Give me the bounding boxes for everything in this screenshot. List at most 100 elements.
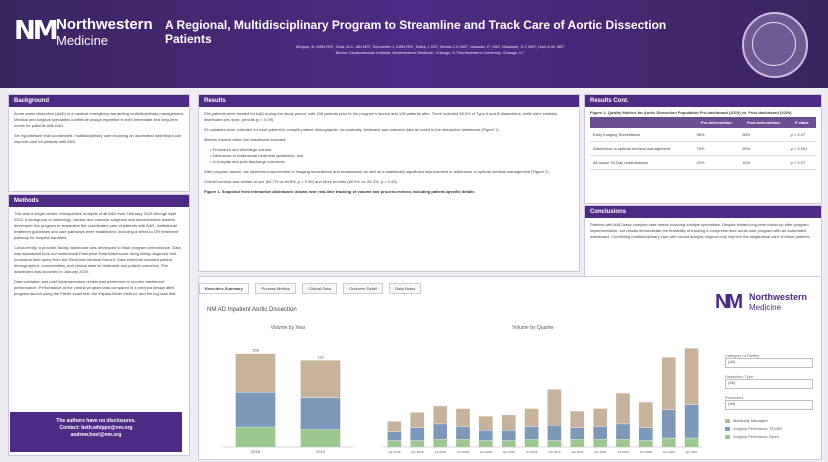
x-tick-label: Apr 2021 — [685, 450, 698, 454]
tab-process-metrics[interactable]: Process Metrics — [255, 283, 296, 294]
bullet-3: In-hospital and post-discharge outcomes. — [212, 159, 286, 164]
chart-bar-segment — [547, 440, 562, 448]
chart-bar-segment — [455, 408, 471, 427]
conclusions-text: Patients with AAD have complex care need… — [590, 222, 811, 239]
dissection-type-filter[interactable]: (All) — [725, 379, 813, 389]
quality-metrics-table: Pre-Intervention Post-Intervention P val… — [590, 117, 816, 170]
methods-heading: Methods — [9, 195, 189, 207]
chart-bar-segment — [410, 412, 425, 428]
table-cell: All cause 30-Day readmissions — [590, 155, 694, 170]
dashboard-filters: Category of Facility (All) Dissection Ty… — [725, 347, 813, 439]
dashboard-logo: NM Northwestern Medicine — [715, 291, 811, 315]
x-tick-label: Apr 2018 — [411, 450, 424, 454]
x-tick-label: Apr 2019 — [503, 450, 516, 454]
left-chart-title: Volume by Year — [271, 325, 306, 331]
table-col-header: Pre-Intervention — [693, 117, 740, 128]
facility-filter[interactable]: (All) — [725, 358, 813, 368]
table-row: Early Imaging Surveillance 38% 58% p = 0… — [590, 128, 816, 142]
chart-bar-segment — [432, 423, 448, 440]
chart-bar-segment — [615, 439, 631, 448]
northwestern-medicine-logo: NM Northwestern Medicine — [14, 14, 154, 48]
x-tick-label: Jan 2021 — [663, 450, 676, 454]
x-tick-label: Jul 2018 — [434, 450, 446, 454]
chart-bar-segment — [478, 430, 494, 441]
chart-bar-segment — [478, 416, 494, 431]
chart-bar-segment — [661, 437, 676, 448]
conclusions-heading: Conclusions — [585, 206, 821, 218]
x-tick-label: Oct 2020 — [640, 450, 653, 454]
chart-legend: Medically Managed Surgery Performed: TEV… — [725, 418, 813, 439]
legend-label: Medically Managed — [733, 418, 768, 423]
dashboard-snapshot: Executive Summary Process Metrics Clinic… — [198, 276, 822, 460]
tab-executive-summary[interactable]: Executive Summary — [199, 283, 250, 294]
table-col-header: P value — [787, 117, 816, 128]
logo-word-2: Medicine — [56, 33, 109, 48]
disclosure-line-1: The authors have no disclosures. — [56, 418, 136, 424]
table-cell: Adherence to optimal medical management — [590, 141, 694, 156]
chart-bar-segment — [235, 353, 276, 393]
chart-bar-segment — [570, 427, 585, 440]
volume-charts: Volume by Year Volume by Quarter 2018 158… — [223, 325, 703, 454]
legend-item: Medically Managed — [725, 418, 813, 423]
authors-text: Whippo, B. MSN RN¹, Chia, M.C. MD MS¹, S… — [295, 44, 565, 49]
figure-2-title: Figure 2. Quality Metrics for Aortic Dis… — [590, 110, 792, 115]
chart-bar-segment — [615, 423, 631, 440]
x-tick-label: Jan 2018 — [388, 450, 401, 454]
table-cell: 78% — [693, 141, 740, 156]
chart-bar-segment — [432, 405, 448, 425]
filter-label: Category of Facility — [725, 353, 760, 358]
chart-bar-segment — [455, 426, 471, 440]
chart-bar-segment — [661, 357, 676, 410]
x-tick-label: Apr 2020 — [594, 450, 607, 454]
table-col-header — [590, 117, 694, 128]
chart-bar-segment — [300, 397, 341, 430]
table-cell: p = 0.07 — [787, 155, 816, 170]
chart-bar-segment — [235, 426, 276, 448]
chart-bar-segment — [501, 430, 516, 441]
table-cell: p = 0.07 — [787, 128, 816, 142]
chart-bar-segment — [638, 440, 654, 448]
background-paragraph-1: Acute aortic dissection (AAD) is a medic… — [14, 111, 184, 128]
data-label: 158 — [252, 348, 259, 353]
tab-data-notes[interactable]: Data Notes — [389, 283, 422, 294]
table-col-header: Post-Intervention — [739, 117, 788, 128]
chart-bar-segment — [501, 440, 516, 448]
disclosure-box: The authors have no disclosures. Contact… — [10, 412, 182, 452]
table-cell: 58% — [739, 128, 788, 142]
contact-line-2: andrew.hoel@nm.org — [70, 432, 122, 438]
x-tick-label: Oct 2018 — [457, 450, 470, 454]
methods-paragraph-3: Data validation and post implementation … — [14, 279, 177, 296]
tab-outcome-detail[interactable]: Outcome Detail — [343, 283, 383, 294]
chart-bar-segment — [615, 393, 631, 425]
right-chart-title: Volume by Quarter — [512, 325, 554, 331]
chart-bar-segment — [638, 427, 654, 441]
background-heading: Background — [9, 95, 189, 107]
legend-label: Surgery Performed: Open — [733, 434, 779, 439]
table-cell: 95% — [739, 141, 788, 156]
nm-logo-icon: NM — [715, 291, 743, 313]
procedure-filter[interactable]: (All) — [725, 400, 813, 410]
tab-clinical-data[interactable]: Clinical Data — [302, 283, 337, 294]
table-cell: p = 0.001 — [787, 141, 816, 156]
filter-label: Dissection Type — [725, 374, 754, 379]
chart-bar-segment — [592, 439, 608, 448]
chart-bar-segment — [410, 427, 425, 441]
results-paragraph-3: Metrics tracked within the dashboard inc… — [204, 137, 287, 142]
results-cont-panel: Results Cont. Figure 2. Quality Metrics … — [584, 94, 822, 204]
chart-bar-segment — [501, 414, 516, 431]
legend-label: Surgery Performed: TEVAR — [733, 426, 782, 431]
chart-bar-segment — [235, 392, 276, 428]
chart-bar-segment — [547, 425, 562, 441]
conclusions-panel: Conclusions Patients with AAD have compl… — [584, 205, 822, 277]
results-paragraph-2: 93 variables were collected for each pat… — [204, 127, 500, 132]
chart-bar-segment — [300, 360, 341, 398]
institution-text: Bluhm Cardiovascular Institute, Northwes… — [335, 50, 525, 55]
legend-item: Surgery Performed: Open — [725, 434, 813, 439]
legend-item: Surgery Performed: TEVAR — [725, 426, 813, 431]
figure-1-caption: Figure 1. Snapshot from interactive dash… — [204, 189, 475, 194]
dashboard-tabs: Executive Summary Process Metrics Clinic… — [199, 277, 821, 294]
dashboard-title: NM AD Inpatient Aortic Dissection — [207, 307, 297, 313]
background-paragraph-2: We hypothesize that coordinated, multidi… — [14, 133, 182, 144]
x-tick-label: Jan 2019 — [480, 450, 493, 454]
results-paragraph-4: After program launch, we observed improv… — [204, 169, 550, 174]
